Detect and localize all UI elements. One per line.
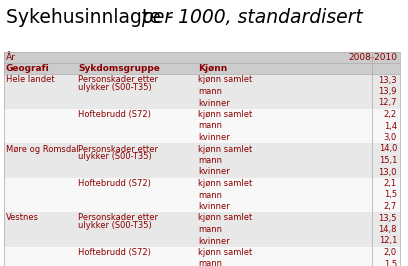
Text: kvinner: kvinner: [198, 236, 230, 246]
Text: Hoftebrudd (S72): Hoftebrudd (S72): [78, 248, 151, 257]
Bar: [4, 166, 400, 177]
Text: 1,5: 1,5: [384, 190, 397, 200]
Bar: [4, 223, 400, 235]
Text: 13,0: 13,0: [379, 168, 397, 177]
Text: Sykehusinnlagte -: Sykehusinnlagte -: [6, 8, 180, 27]
Text: 2,1: 2,1: [384, 179, 397, 188]
Text: Vestnes: Vestnes: [6, 214, 39, 222]
Text: 14,0: 14,0: [379, 144, 397, 153]
Text: 15,1: 15,1: [379, 156, 397, 165]
Bar: [4, 97, 400, 109]
Bar: [4, 74, 400, 85]
Text: mann: mann: [198, 87, 222, 96]
Text: mann: mann: [198, 156, 222, 165]
Text: 12,7: 12,7: [379, 98, 397, 107]
Bar: [4, 235, 400, 247]
Text: kjønn samlet: kjønn samlet: [198, 76, 252, 85]
Text: Geografi: Geografi: [6, 64, 50, 73]
Text: 2,0: 2,0: [384, 248, 397, 257]
Bar: [4, 189, 400, 201]
Text: 13,9: 13,9: [379, 87, 397, 96]
Text: Møre og Romsdal: Møre og Romsdal: [6, 144, 79, 153]
Text: kjønn samlet: kjønn samlet: [198, 144, 252, 153]
Text: 13,3: 13,3: [378, 76, 397, 85]
Text: År: År: [6, 53, 16, 62]
Text: kjønn samlet: kjønn samlet: [198, 248, 252, 257]
Text: Personskader etter: Personskader etter: [78, 144, 158, 153]
Bar: [4, 63, 400, 74]
Bar: [4, 155, 400, 166]
Bar: [4, 109, 400, 120]
Text: mann: mann: [198, 225, 222, 234]
Text: per 1000, standardisert: per 1000, standardisert: [141, 8, 363, 27]
Text: kjønn samlet: kjønn samlet: [198, 110, 252, 119]
Bar: [4, 120, 400, 131]
Bar: [4, 212, 400, 223]
Text: Personskader etter: Personskader etter: [78, 214, 158, 222]
Bar: [4, 247, 400, 258]
Text: 2008-2010: 2008-2010: [348, 53, 397, 62]
Text: kvinner: kvinner: [198, 98, 230, 107]
Text: kvinner: kvinner: [198, 168, 230, 177]
Text: kjønn samlet: kjønn samlet: [198, 214, 252, 222]
Text: ulykker (S00-T35): ulykker (S00-T35): [78, 221, 152, 230]
Text: 2,2: 2,2: [384, 110, 397, 119]
Bar: [4, 258, 400, 266]
Bar: [4, 131, 400, 143]
Bar: [4, 201, 400, 212]
Bar: [4, 52, 400, 63]
Text: 13,5: 13,5: [379, 214, 397, 222]
Text: mann: mann: [198, 260, 222, 266]
Text: ulykker (S00-T35): ulykker (S00-T35): [78, 152, 152, 161]
Text: kjønn samlet: kjønn samlet: [198, 179, 252, 188]
Text: 14,8: 14,8: [379, 225, 397, 234]
Text: Sykdomsgruppe: Sykdomsgruppe: [78, 64, 160, 73]
Text: Hele landet: Hele landet: [6, 76, 55, 85]
Text: Personskader etter: Personskader etter: [78, 76, 158, 85]
Text: 1,5: 1,5: [384, 260, 397, 266]
Text: ulykker (S00-T35): ulykker (S00-T35): [78, 83, 152, 92]
Text: mann: mann: [198, 190, 222, 200]
Bar: [4, 85, 400, 97]
Text: Hoftebrudd (S72): Hoftebrudd (S72): [78, 110, 151, 119]
Text: kvinner: kvinner: [198, 202, 230, 211]
Text: Hoftebrudd (S72): Hoftebrudd (S72): [78, 179, 151, 188]
Text: 1,4: 1,4: [384, 122, 397, 131]
Text: 12,1: 12,1: [379, 236, 397, 246]
Text: mann: mann: [198, 122, 222, 131]
Text: 2,7: 2,7: [384, 202, 397, 211]
Text: Kjønn: Kjønn: [198, 64, 227, 73]
Text: 3,0: 3,0: [384, 133, 397, 142]
Text: kvinner: kvinner: [198, 133, 230, 142]
Bar: [4, 177, 400, 189]
Bar: [4, 143, 400, 155]
